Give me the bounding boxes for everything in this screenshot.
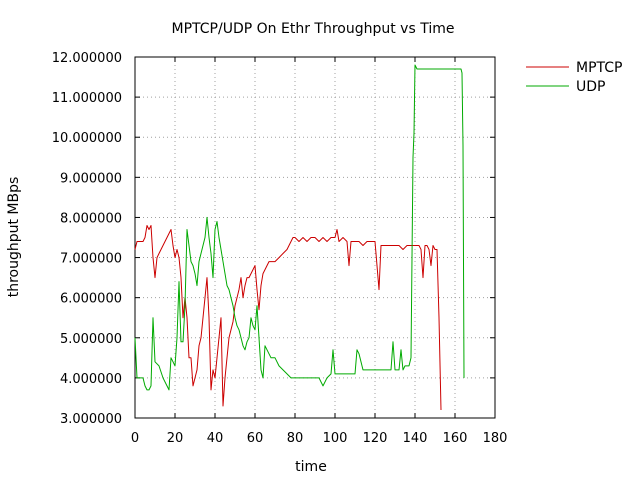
- x-tick-label: 100: [323, 431, 348, 446]
- y-axis-label: throughput MBps: [6, 177, 22, 298]
- x-tick-label: 180: [483, 431, 508, 446]
- y-tick-label: 6.000000: [60, 292, 122, 307]
- x-tick-label: 0: [131, 431, 139, 446]
- y-tick-label: 8.000000: [60, 211, 122, 226]
- x-tick-label: 160: [443, 431, 468, 446]
- y-tick-label: 12.000000: [52, 51, 122, 66]
- x-tick-label: 40: [207, 431, 224, 446]
- x-tick-label: 20: [167, 431, 184, 446]
- series-line-mptcp: [134, 225, 442, 411]
- legend-label-udp: UDP: [576, 79, 605, 95]
- x-tick-label: 120: [363, 431, 388, 446]
- series-layer: [134, 64, 465, 411]
- y-tick-label: 10.000000: [52, 131, 122, 146]
- legend-label-mptcp: MPTCP: [576, 60, 622, 76]
- x-axis-label: time: [295, 459, 327, 475]
- y-tick-label: 4.000000: [60, 372, 122, 387]
- axis-ticks: 0 20 40 60 80 100 120 140 160 180 3.000000 4.000000…: [52, 51, 508, 446]
- x-tick-label: 80: [287, 431, 304, 446]
- x-tick-label: 140: [403, 431, 428, 446]
- y-tick-label: 3.000000: [60, 412, 122, 427]
- series-line-udp: [134, 64, 465, 391]
- y-tick-label: 11.000000: [52, 91, 122, 106]
- y-tick-label: 9.000000: [60, 171, 122, 186]
- y-tick-label: 5.000000: [60, 332, 122, 347]
- legend: MPTCP UDP: [526, 60, 622, 95]
- y-tick-label: 7.000000: [60, 252, 122, 267]
- chart-title: MPTCP/UDP On Ethr Throughput vs Time: [172, 21, 455, 37]
- plot-frame: [134, 56, 496, 419]
- x-tick-label: 60: [247, 431, 264, 446]
